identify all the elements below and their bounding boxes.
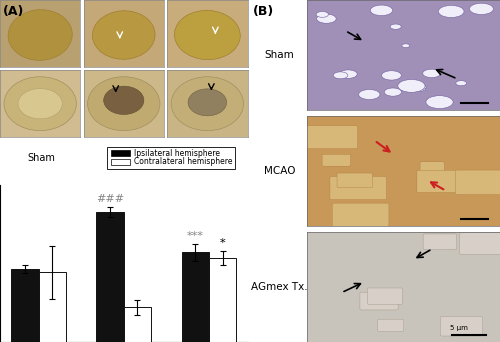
Text: (B): (B) [252, 5, 274, 18]
Bar [209, 258, 236, 342]
Ellipse shape [339, 70, 357, 78]
FancyBboxPatch shape [417, 170, 471, 193]
Ellipse shape [398, 79, 425, 92]
Bar [112, 150, 130, 156]
Bar [182, 252, 209, 342]
FancyBboxPatch shape [368, 288, 402, 304]
Bar [112, 159, 130, 165]
FancyBboxPatch shape [440, 316, 483, 336]
Ellipse shape [8, 10, 72, 60]
Ellipse shape [334, 72, 348, 79]
FancyBboxPatch shape [337, 173, 372, 188]
FancyBboxPatch shape [456, 170, 500, 195]
Ellipse shape [174, 10, 240, 60]
Ellipse shape [171, 77, 244, 131]
Text: MCAO: MCAO [109, 153, 138, 163]
Text: Contralateral hemisphere: Contralateral hemisphere [134, 157, 232, 167]
Ellipse shape [416, 86, 426, 91]
Ellipse shape [456, 81, 466, 86]
Ellipse shape [188, 89, 226, 116]
Bar [124, 307, 151, 342]
FancyBboxPatch shape [322, 154, 350, 166]
FancyBboxPatch shape [360, 292, 398, 310]
Ellipse shape [382, 71, 402, 80]
Text: (A): (A) [2, 5, 24, 18]
Ellipse shape [402, 44, 410, 48]
FancyBboxPatch shape [420, 162, 444, 172]
Ellipse shape [4, 77, 76, 131]
FancyBboxPatch shape [108, 147, 235, 169]
FancyBboxPatch shape [332, 203, 389, 226]
Text: Sham: Sham [264, 50, 294, 60]
FancyBboxPatch shape [423, 234, 456, 250]
FancyBboxPatch shape [378, 319, 404, 331]
FancyBboxPatch shape [330, 176, 386, 200]
Text: Ipsilateral hemisphere: Ipsilateral hemisphere [134, 149, 220, 158]
Ellipse shape [104, 86, 144, 115]
FancyBboxPatch shape [460, 233, 500, 254]
Ellipse shape [358, 90, 380, 100]
Ellipse shape [316, 12, 328, 17]
Text: *: * [220, 238, 226, 248]
Ellipse shape [370, 5, 392, 16]
Ellipse shape [470, 3, 494, 14]
Text: ###: ### [96, 194, 124, 204]
Text: MCAO: MCAO [264, 166, 296, 176]
Ellipse shape [438, 5, 464, 17]
Ellipse shape [384, 88, 402, 96]
Text: AGmex Tx.: AGmex Tx. [251, 282, 308, 292]
FancyBboxPatch shape [302, 126, 358, 148]
Bar [96, 212, 124, 342]
Ellipse shape [88, 77, 160, 131]
Ellipse shape [426, 96, 453, 108]
Ellipse shape [316, 14, 336, 23]
Ellipse shape [422, 69, 440, 78]
Bar [38, 273, 66, 342]
Ellipse shape [390, 24, 401, 29]
Text: 5 µm: 5 µm [450, 325, 468, 331]
Ellipse shape [92, 11, 155, 59]
Ellipse shape [418, 86, 426, 89]
Text: Sham: Sham [28, 153, 55, 163]
Text: ***: *** [187, 231, 204, 241]
Ellipse shape [18, 89, 62, 119]
Bar [12, 269, 38, 342]
Text: AGmex Tx.: AGmex Tx. [180, 153, 233, 163]
